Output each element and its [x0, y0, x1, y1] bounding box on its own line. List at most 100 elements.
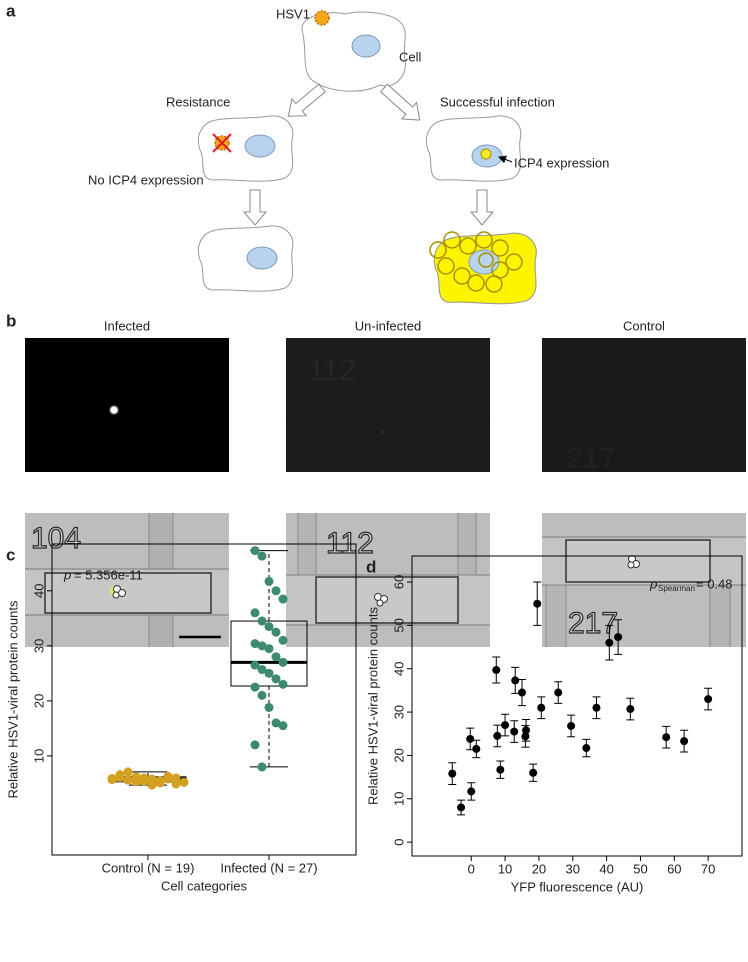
icp4 — [480, 148, 492, 160]
annotation: = 0.48 — [696, 576, 733, 591]
resistance-label: Resistance — [166, 94, 230, 109]
data-point — [533, 599, 542, 608]
data-point — [537, 703, 546, 712]
pointer — [498, 155, 513, 164]
y-tick-label: 40 — [31, 584, 46, 598]
data-point — [250, 682, 260, 692]
no-expression-label: No ICP4 expression — [88, 172, 204, 187]
data-point — [704, 695, 713, 704]
data-point — [264, 576, 274, 586]
annotation-symbol: p — [63, 567, 71, 582]
data-point — [680, 737, 689, 746]
data-point — [123, 775, 133, 785]
brightfield-image: 112 — [286, 513, 490, 647]
y-tick-label: 50 — [391, 618, 406, 632]
y-tick-label: 0 — [391, 839, 406, 846]
arrow — [287, 83, 326, 117]
data-point — [257, 665, 267, 675]
x-tick-label: Control (N = 19) — [102, 860, 195, 875]
fluorescence-image: 217 — [542, 338, 746, 472]
data-point — [493, 731, 502, 740]
x-tick-label: 40 — [599, 861, 613, 876]
data-point — [147, 780, 157, 790]
x-tick-label: 30 — [566, 861, 580, 876]
data-point — [139, 776, 149, 786]
data-point — [257, 690, 267, 700]
data-point — [250, 608, 260, 618]
data-point — [496, 765, 505, 774]
data-point — [466, 734, 475, 743]
data-point — [521, 732, 530, 741]
panel-b: b Infected Un-infected Control 112 217 1… — [6, 311, 746, 647]
data-point — [592, 703, 601, 712]
data-point — [278, 594, 288, 604]
cell — [197, 225, 294, 292]
cell-label: Cell — [399, 49, 422, 64]
data-point — [492, 666, 501, 675]
data-point — [115, 770, 125, 780]
chamber-id: 217 — [568, 607, 618, 640]
x-tick-label: 60 — [667, 861, 681, 876]
block-mark — [212, 133, 232, 153]
infection-label: Successful infection — [440, 94, 555, 109]
data-point — [501, 721, 510, 730]
panel-a: a HSV1 Cell Resistance Successful infect… — [6, 1, 609, 305]
data-point — [554, 688, 563, 697]
data-point — [467, 787, 476, 796]
data-point — [250, 740, 260, 750]
data-point — [257, 641, 267, 651]
expression-label: ICP4 expression — [514, 155, 609, 170]
brightfield-image: 217 — [542, 513, 746, 647]
box — [230, 620, 308, 687]
data-point — [662, 733, 671, 742]
annotation-symbol: ρ — [649, 576, 658, 591]
annotation-subscript: Spearman — [658, 584, 695, 593]
fluorescent-cell — [108, 404, 120, 416]
y-tick-label: 30 — [31, 639, 46, 653]
data-point — [271, 586, 281, 596]
data-point — [271, 627, 281, 637]
x-tick-label: 10 — [498, 861, 512, 876]
y-tick-label: 20 — [31, 694, 46, 708]
data-point — [271, 718, 281, 728]
brightfield-image: 104 — [25, 513, 229, 647]
y-axis-label: Relative HSV1-viral protein counts — [365, 607, 380, 805]
data-point — [250, 546, 260, 556]
y-tick-label: 10 — [391, 792, 406, 806]
panel-label: a — [6, 1, 16, 20]
data-point — [163, 774, 173, 784]
x-tick-label: 70 — [701, 861, 715, 876]
data-point — [448, 769, 457, 778]
arrow — [469, 189, 495, 226]
panel-label: d — [366, 557, 376, 576]
data-point — [582, 744, 591, 753]
virus-label: HSV1 — [276, 6, 310, 21]
data-point — [605, 638, 614, 647]
data-point — [264, 668, 274, 678]
panel-label: b — [6, 311, 16, 330]
data-point — [257, 616, 267, 626]
annotation: = 5.356e-11 — [74, 567, 143, 582]
nucleus — [244, 134, 276, 158]
x-tick-label: 20 — [532, 861, 546, 876]
data-point — [131, 772, 141, 782]
data-point — [264, 644, 274, 654]
data-point — [278, 721, 288, 731]
data-point — [510, 727, 519, 736]
nucleus — [246, 246, 278, 270]
chamber-id: 112 — [308, 354, 356, 387]
virions — [429, 231, 523, 293]
data-point — [457, 803, 466, 812]
y-tick-label: 10 — [31, 749, 46, 763]
y-tick-label: 30 — [391, 705, 406, 719]
data-point — [511, 676, 520, 685]
data-point — [250, 660, 260, 670]
data-point — [278, 657, 288, 667]
x-axis-label: YFP fluorescence (AU) — [511, 879, 644, 894]
fluorescence-image — [25, 338, 229, 472]
data-point — [271, 674, 281, 684]
panel-label: c — [6, 545, 15, 564]
column-title: Control — [623, 318, 665, 333]
data-point — [518, 688, 526, 697]
